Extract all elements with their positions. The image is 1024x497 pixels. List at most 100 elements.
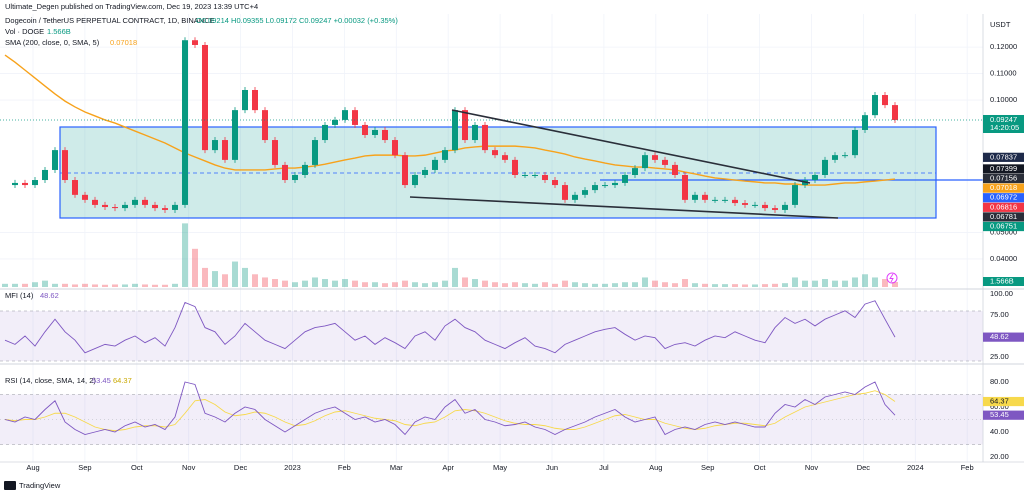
volume-bar xyxy=(92,284,98,287)
price-tag-label: 0.07837 xyxy=(990,152,1017,161)
candle xyxy=(322,124,328,141)
y-tick-label: 0.12000 xyxy=(990,42,1017,51)
volume-bar xyxy=(412,282,418,287)
range-zone xyxy=(59,126,937,219)
volume-bar xyxy=(602,283,608,287)
mfi-label: MFI (14) xyxy=(5,291,34,300)
volume-bar xyxy=(852,277,858,287)
candle xyxy=(432,159,438,170)
x-tick-label: Nov xyxy=(805,463,819,472)
candle xyxy=(202,44,208,151)
candle xyxy=(772,208,778,210)
alert-icon[interactable] xyxy=(886,272,898,284)
candle xyxy=(702,194,708,200)
volume-bar xyxy=(532,283,538,287)
rsi-value: 53.45 xyxy=(92,376,111,385)
volume-bar xyxy=(362,282,368,287)
candle xyxy=(92,199,98,205)
price-tag xyxy=(983,193,1024,203)
candle xyxy=(332,119,338,125)
value-tag-label: 48.62 xyxy=(990,332,1009,341)
price-tag-label: 0.07156 xyxy=(990,174,1017,183)
candle xyxy=(472,124,478,141)
volume-bar xyxy=(592,283,598,287)
sma-value: 0.07018 xyxy=(110,38,137,47)
ohlc: O0.09214 H0.09355 L0.09172 C0.09247 +0.0… xyxy=(196,16,398,25)
candle xyxy=(612,182,618,186)
volume-bar xyxy=(752,284,758,287)
candle xyxy=(512,159,518,175)
candle xyxy=(482,124,488,151)
volume-bar xyxy=(512,282,518,287)
candle xyxy=(642,155,648,169)
candle xyxy=(402,155,408,186)
volume-bar xyxy=(612,283,618,287)
candle xyxy=(82,194,88,200)
volume-bar xyxy=(372,282,378,287)
candle xyxy=(232,110,238,160)
x-tick-label: Oct xyxy=(131,463,144,472)
volume-bar xyxy=(22,283,28,287)
candle xyxy=(532,174,538,176)
candle xyxy=(622,174,628,183)
candle xyxy=(142,199,148,205)
candle xyxy=(282,164,288,181)
x-tick-label: Dec xyxy=(234,463,248,472)
y-tick-label: 25.00 xyxy=(990,352,1009,361)
volume-bar xyxy=(772,283,778,287)
price-tag xyxy=(983,164,1024,174)
volume-bar xyxy=(702,283,708,287)
candle xyxy=(352,110,358,125)
volume-bar xyxy=(882,279,888,287)
y-tick-label: 100.00 xyxy=(990,289,1013,298)
volume-bar xyxy=(352,280,358,287)
mfi-value: 48.62 xyxy=(40,291,59,300)
brand-logo xyxy=(4,481,16,490)
trend-line-lower xyxy=(409,196,839,219)
alert-bolt xyxy=(889,273,894,283)
indicator-line xyxy=(4,300,896,354)
volume-bar xyxy=(812,280,818,287)
volume-bar xyxy=(322,279,328,287)
candle xyxy=(862,115,868,130)
brand: TradingView xyxy=(19,481,61,490)
volume-bar xyxy=(12,283,18,287)
candle xyxy=(882,95,888,106)
published-note: Ultimate_Degen published on TradingView.… xyxy=(5,2,258,11)
y-tick-label: 40.00 xyxy=(990,427,1009,436)
x-tick-label: Aug xyxy=(649,463,662,472)
x-tick-label: 2024 xyxy=(907,463,924,472)
candle xyxy=(852,129,858,156)
volume-bar xyxy=(652,280,658,287)
volume-bar xyxy=(112,284,118,287)
candle xyxy=(632,168,638,175)
candle xyxy=(362,124,368,136)
value-tag-label: 53.45 xyxy=(990,410,1009,419)
price-tag-label: 0.09247 xyxy=(990,115,1017,124)
volume-bar xyxy=(722,284,728,287)
volume-bar xyxy=(432,282,438,287)
candle xyxy=(192,40,198,45)
rsi-sma-line xyxy=(4,390,896,432)
x-tick-label: Aug xyxy=(26,463,39,472)
candle xyxy=(722,199,728,201)
candle xyxy=(792,185,798,205)
candle xyxy=(412,174,418,186)
candle xyxy=(182,40,188,205)
candle xyxy=(822,159,828,175)
currency: USDT xyxy=(990,20,1011,29)
y-tick-label: 0.05000 xyxy=(990,227,1017,236)
volume-bar xyxy=(242,267,248,287)
volume-bar xyxy=(222,274,228,287)
volume-bar xyxy=(482,280,488,287)
price-tag-label: 0.06816 xyxy=(990,202,1017,211)
price-tag-label: 0.07018 xyxy=(990,183,1017,192)
volume-bar xyxy=(732,284,738,287)
y-tick-label: 80.00 xyxy=(990,377,1009,386)
x-tick-label: Dec xyxy=(857,463,871,472)
candle xyxy=(382,129,388,141)
candle xyxy=(732,199,738,204)
x-tick-label: Jul xyxy=(599,463,609,472)
